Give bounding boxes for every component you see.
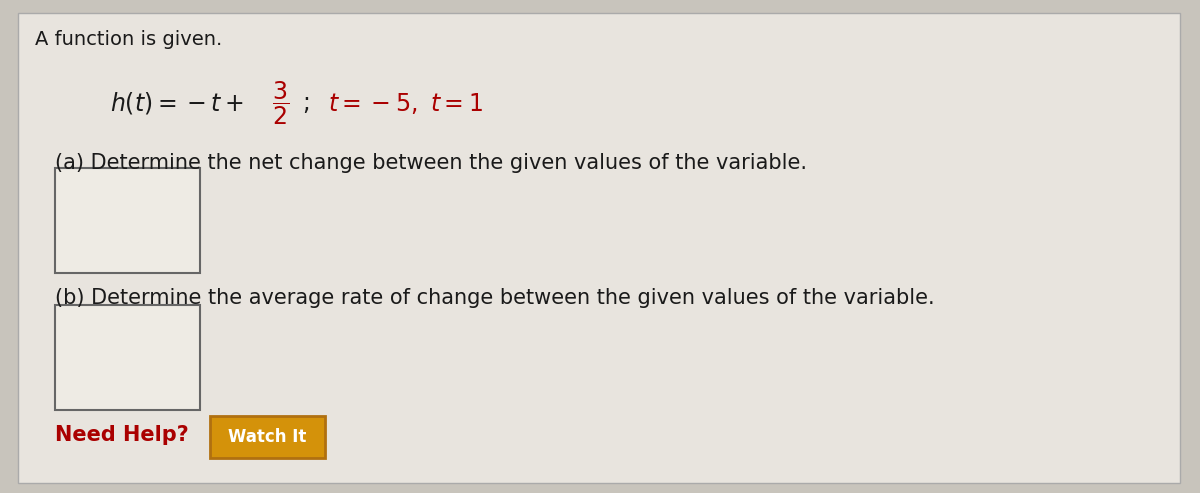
FancyBboxPatch shape bbox=[210, 416, 325, 458]
Text: (a) Determine the net change between the given values of the variable.: (a) Determine the net change between the… bbox=[55, 153, 808, 173]
Text: $\dfrac{3}{2}$: $\dfrac{3}{2}$ bbox=[272, 79, 289, 127]
Text: $h(t) = -t + $: $h(t) = -t + $ bbox=[110, 90, 244, 116]
FancyBboxPatch shape bbox=[18, 13, 1180, 483]
FancyBboxPatch shape bbox=[55, 168, 200, 273]
Text: Need Help?: Need Help? bbox=[55, 425, 188, 445]
Text: $;$: $;$ bbox=[302, 91, 310, 115]
Text: (b) Determine the average rate of change between the given values of the variabl: (b) Determine the average rate of change… bbox=[55, 288, 935, 308]
Text: Watch It: Watch It bbox=[228, 428, 307, 446]
Text: A function is given.: A function is given. bbox=[35, 30, 222, 49]
FancyBboxPatch shape bbox=[55, 305, 200, 410]
Text: $t = -5,\ t = 1$: $t = -5,\ t = 1$ bbox=[328, 91, 484, 115]
